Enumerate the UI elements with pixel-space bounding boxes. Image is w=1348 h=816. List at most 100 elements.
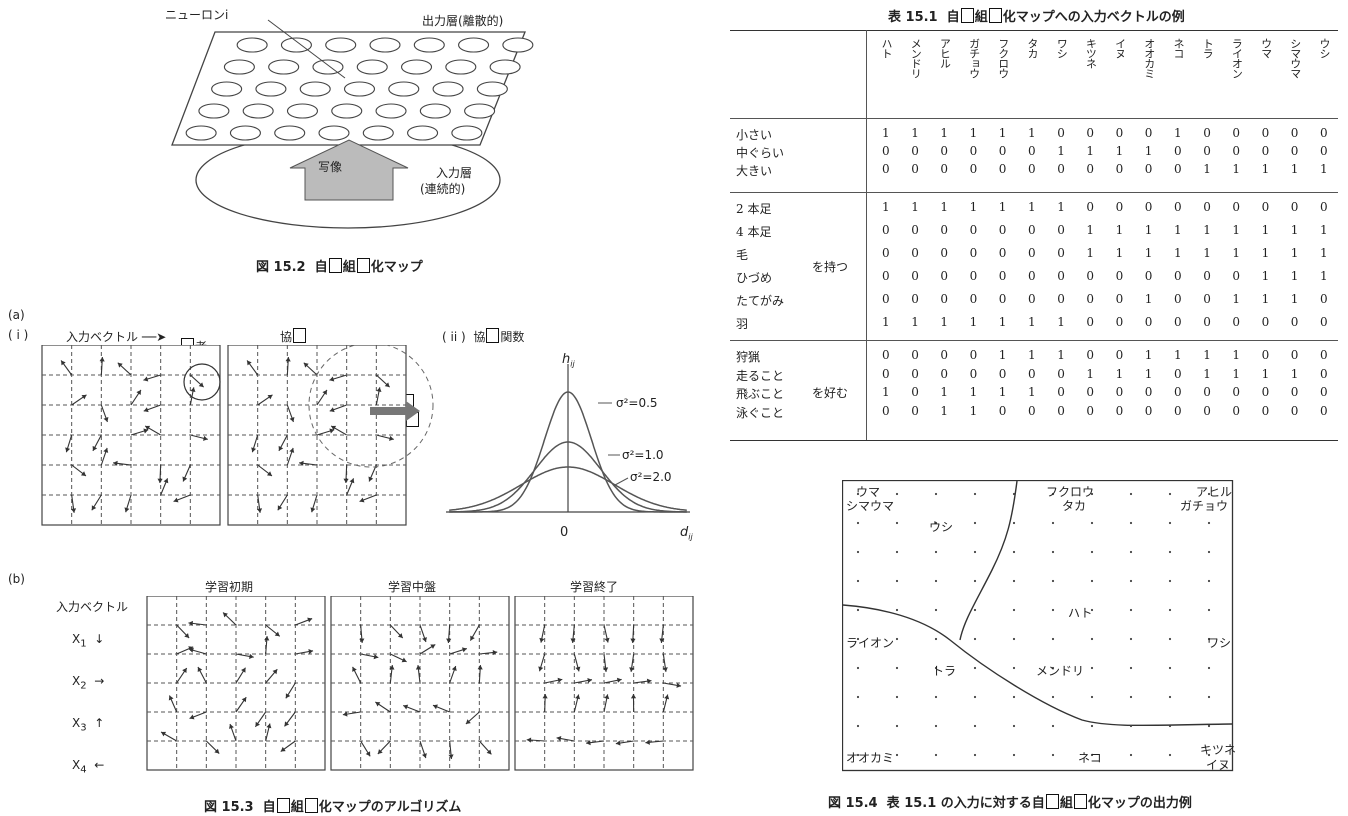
arrow-head bbox=[266, 471, 272, 476]
table-cell: 1 bbox=[911, 315, 919, 329]
table-cell: 0 bbox=[1290, 348, 1299, 362]
table-cell: 0 bbox=[911, 269, 919, 283]
map-node bbox=[895, 521, 899, 525]
table-cell: 1 bbox=[1057, 200, 1065, 214]
neuron-ellipse bbox=[375, 103, 407, 119]
map-node bbox=[856, 521, 860, 525]
table-cell: 0 bbox=[1028, 292, 1036, 306]
table-cell: 0 bbox=[969, 366, 978, 381]
attribute-label: 大きい bbox=[736, 164, 773, 178]
neuron-ellipse bbox=[476, 81, 508, 97]
table-cell: 0 bbox=[1144, 385, 1153, 399]
table-cell: 0 bbox=[882, 348, 890, 362]
arrow-head bbox=[422, 637, 427, 643]
arrow-head bbox=[214, 748, 220, 754]
arrow-head bbox=[575, 694, 581, 700]
table-cell: 0 bbox=[1261, 348, 1270, 362]
table-cell: 0 bbox=[1115, 403, 1124, 418]
som-layers-diagram bbox=[171, 19, 534, 229]
arrow-head bbox=[247, 360, 252, 366]
h-label: hij bbox=[562, 352, 575, 369]
arrow-head bbox=[470, 635, 475, 641]
arrow-head bbox=[538, 666, 544, 672]
table-cell: 0 bbox=[1057, 385, 1065, 399]
table-cell: 1 bbox=[1232, 246, 1241, 260]
map-node bbox=[1051, 492, 1055, 496]
map-node bbox=[1012, 550, 1016, 554]
arrow-head bbox=[556, 736, 562, 742]
curve-sigma-0-5 bbox=[449, 391, 687, 513]
arrow-head bbox=[645, 739, 650, 745]
table-cell: 0 bbox=[1261, 385, 1270, 399]
neuron-ellipse bbox=[356, 59, 388, 75]
map-node bbox=[1207, 608, 1211, 612]
map-node bbox=[1129, 608, 1133, 612]
map-node bbox=[856, 724, 860, 728]
mapping-arrow bbox=[289, 139, 409, 201]
table-cell: 0 bbox=[969, 348, 978, 362]
label-lion: ライオン bbox=[846, 636, 895, 650]
map-node bbox=[1090, 492, 1094, 496]
table-cell: 1 bbox=[940, 200, 949, 214]
table-cell: 0 bbox=[1232, 126, 1241, 140]
table-cell: 0 bbox=[1174, 144, 1182, 158]
input-vector-label: 入力ベクトル ──➤ bbox=[66, 330, 167, 344]
arrow-head bbox=[285, 357, 291, 362]
table-cell: 0 bbox=[882, 162, 890, 176]
arrow-head bbox=[342, 711, 348, 717]
neuron-ellipse bbox=[286, 103, 319, 119]
arrow-head bbox=[136, 389, 141, 395]
table-cell: 1 bbox=[969, 385, 978, 399]
map-node bbox=[1090, 550, 1094, 554]
arrow-head bbox=[274, 631, 280, 637]
map-node bbox=[1051, 521, 1055, 525]
table-cell: 0 bbox=[1320, 315, 1328, 329]
arrow-head bbox=[421, 753, 427, 759]
curve-sigma-2-0 bbox=[449, 466, 687, 511]
map-node bbox=[934, 753, 938, 757]
table-cell: 0 bbox=[969, 269, 978, 283]
arrow-head bbox=[329, 407, 335, 413]
table-header-rule bbox=[730, 118, 1338, 119]
arrow-head bbox=[278, 445, 284, 451]
map-node bbox=[1129, 724, 1133, 728]
table-cell: 0 bbox=[911, 348, 919, 362]
map-node-dots bbox=[856, 492, 1211, 757]
table-cell: 0 bbox=[969, 292, 978, 306]
neighborhood-circle bbox=[308, 345, 434, 468]
column-header: ハト bbox=[880, 38, 893, 58]
table-cell: 0 bbox=[1232, 403, 1241, 418]
label-washi: ワシ bbox=[1207, 636, 1232, 650]
column-header: ウマ bbox=[1259, 38, 1273, 58]
arrow-head bbox=[461, 647, 467, 653]
neuron-ellipse bbox=[400, 59, 433, 75]
arrow-head bbox=[603, 667, 609, 672]
arrow-head bbox=[145, 425, 151, 431]
map-node bbox=[1168, 550, 1172, 554]
table-cell: 1 bbox=[1203, 162, 1211, 176]
map-node bbox=[1012, 608, 1016, 612]
arrow-head bbox=[389, 435, 394, 441]
table-cell: 0 bbox=[969, 246, 978, 260]
table-cell: 0 bbox=[882, 269, 890, 283]
arrow-head bbox=[198, 382, 204, 388]
table-cell: 1 bbox=[998, 315, 1007, 329]
table-cell: 1 bbox=[1174, 348, 1182, 362]
arrow-head bbox=[365, 751, 371, 757]
arrow-head bbox=[676, 682, 682, 688]
arrow-head bbox=[629, 667, 635, 672]
table-cell: 0 bbox=[1115, 162, 1124, 176]
table-cell: 0 bbox=[1144, 126, 1153, 140]
table-cell: 1 bbox=[911, 200, 919, 214]
table-cell: 0 bbox=[969, 162, 978, 176]
map-node bbox=[1129, 695, 1133, 699]
table-cell: 0 bbox=[1086, 126, 1095, 140]
arrow-head bbox=[322, 389, 327, 395]
map-node bbox=[856, 695, 860, 699]
table-cell: 0 bbox=[882, 403, 890, 418]
map-node bbox=[1207, 550, 1211, 554]
arrow-head bbox=[99, 357, 105, 362]
arrow-head bbox=[570, 638, 576, 643]
neighborhood-function-plot bbox=[446, 364, 690, 513]
coop-func-title: ( ii ) 協関数 bbox=[442, 328, 525, 344]
